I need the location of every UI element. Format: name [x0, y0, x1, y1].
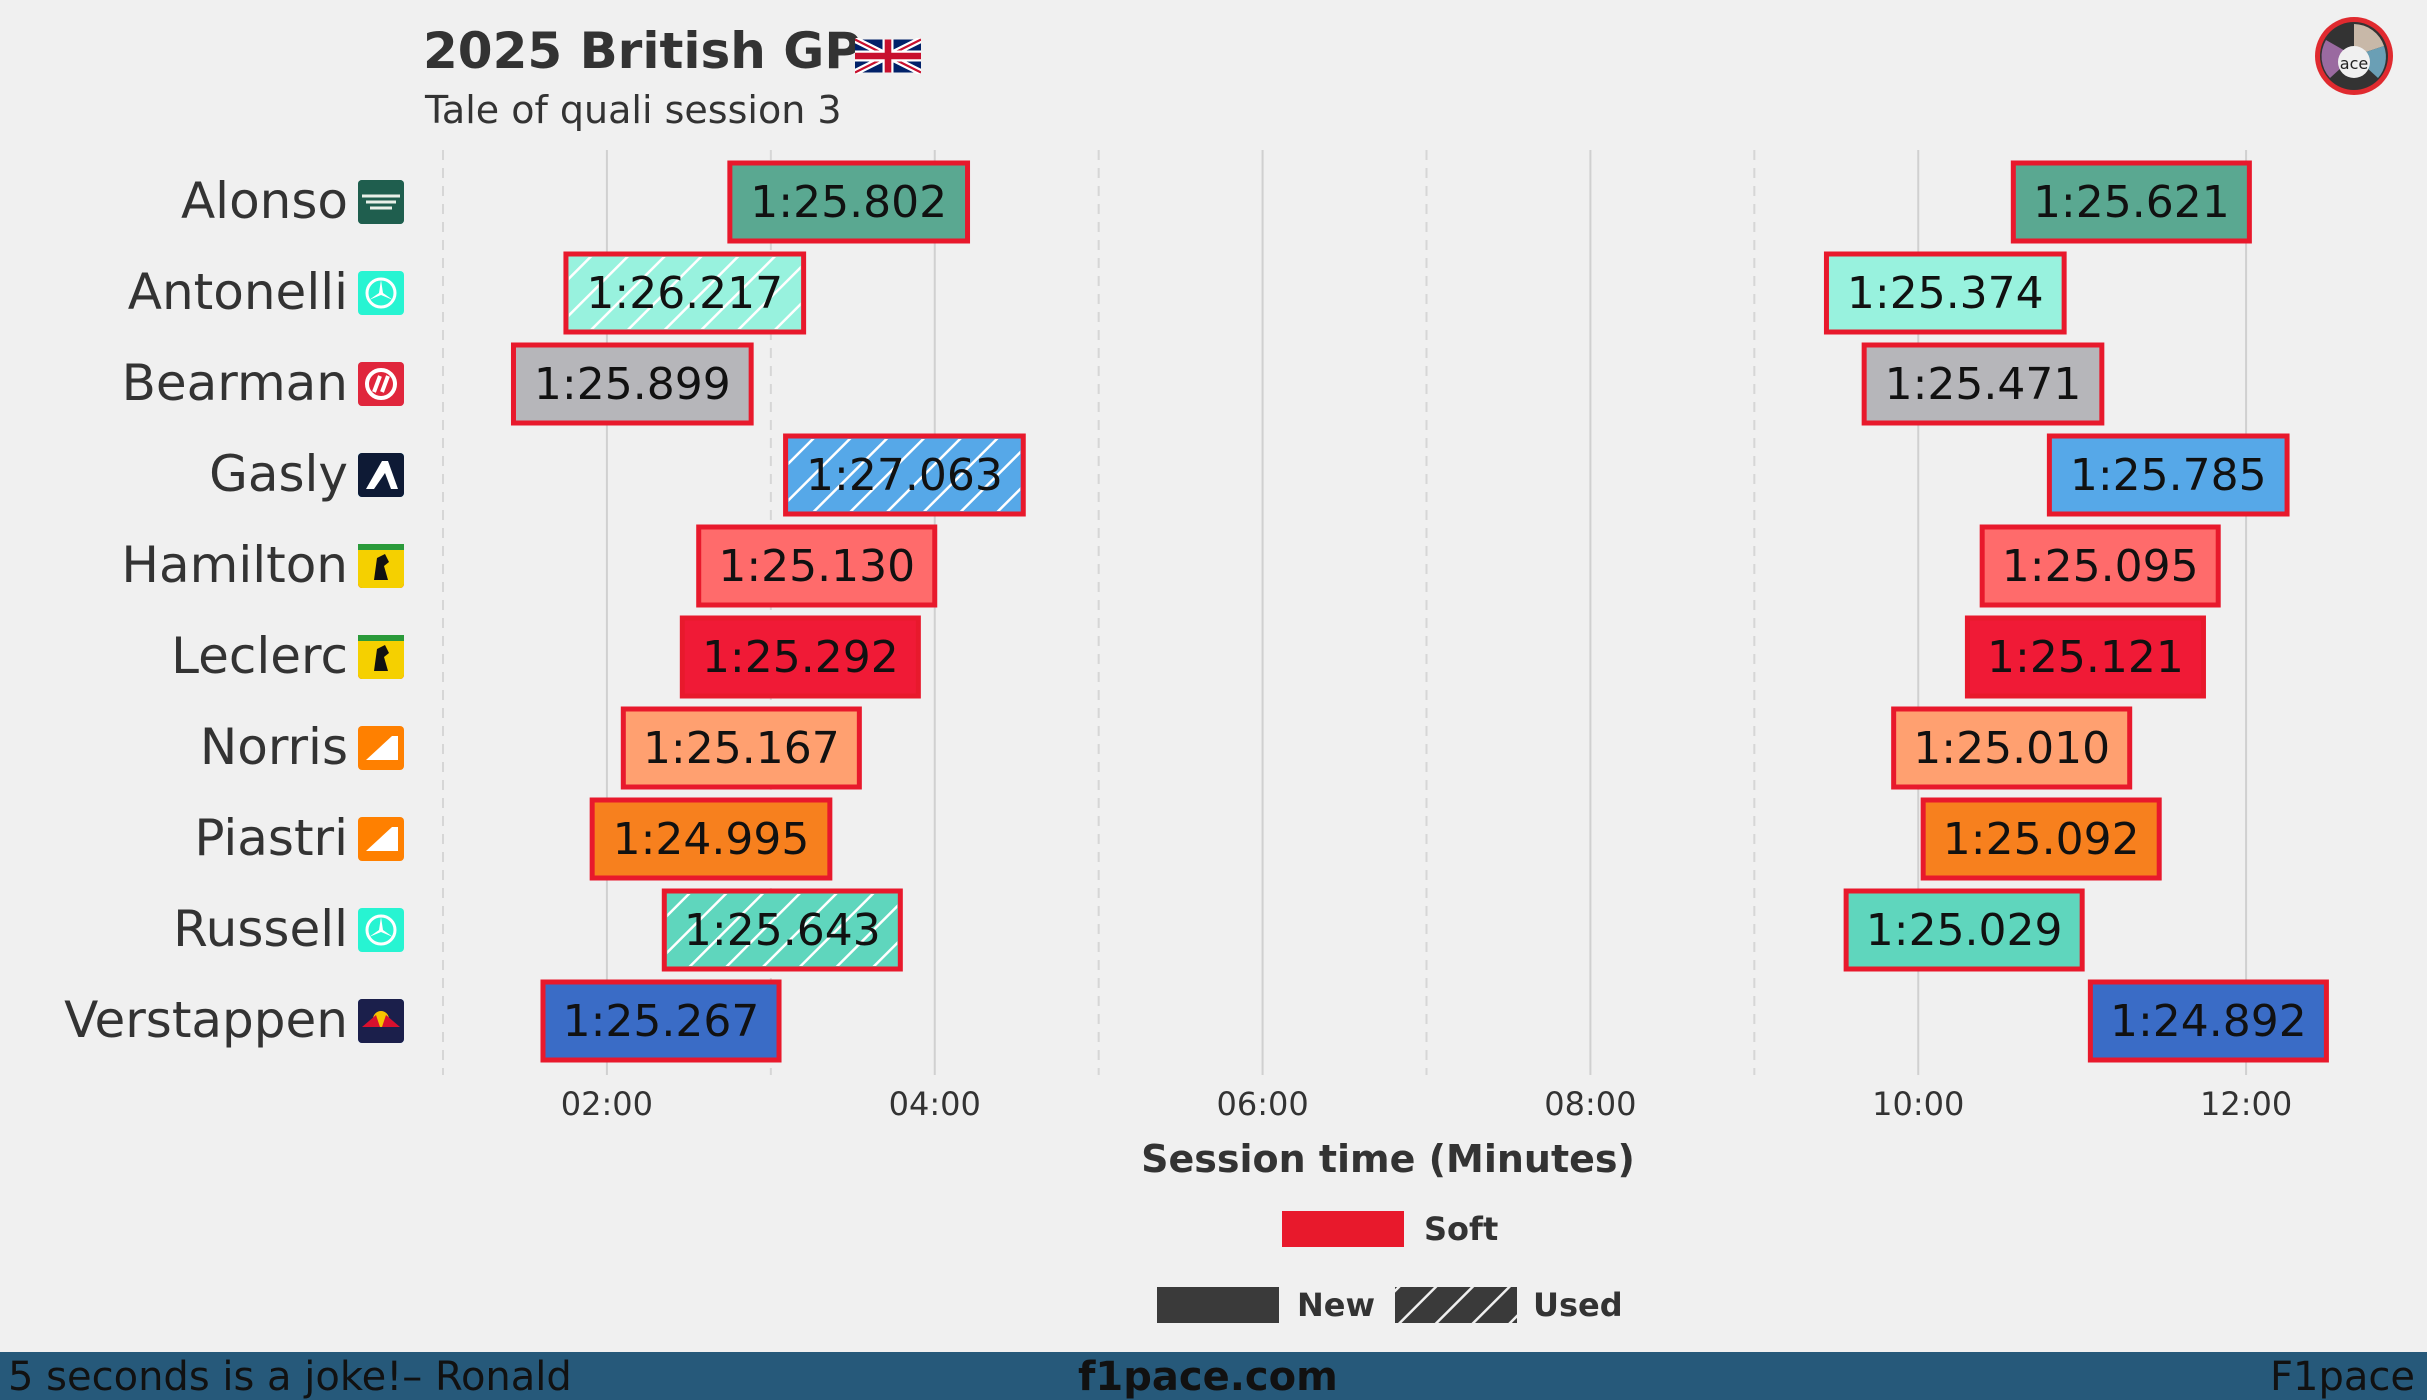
lap-bar — [1964, 615, 2206, 699]
lap-time-label: 1:24.892 — [2110, 996, 2307, 1047]
lap-time-label: 1:25.121 — [1987, 632, 2184, 683]
lap-bar — [2046, 433, 2290, 517]
lap-bar — [2010, 160, 2252, 244]
lap-time-label: 1:25.292 — [702, 632, 899, 683]
lap-bar — [696, 524, 938, 608]
chart-title: 2025 British GP — [423, 22, 861, 80]
driver-name-label: Antonelli — [128, 263, 348, 321]
lap-time-label: 1:25.092 — [1943, 814, 2140, 865]
driver-name-label: Leclerc — [171, 627, 348, 685]
lap-time-label: 1:25.643 — [684, 905, 881, 956]
driver-name-label: Bearman — [122, 354, 348, 412]
lap-bar — [727, 160, 971, 244]
lap-time-label: 1:25.802 — [750, 177, 947, 228]
mercedes-team-icon — [358, 908, 404, 952]
x-tick-label: 10:00 — [1872, 1085, 1964, 1123]
lap-time-label: 1:27.063 — [806, 450, 1003, 501]
driver-name-label: Verstappen — [64, 991, 348, 1049]
mclaren-team-icon — [358, 726, 404, 770]
x-axis: 02:00 04:00 06:00 08:00 10:00 12:00 Session ti… — [561, 1085, 2292, 1181]
lap-time-label: 1:25.899 — [534, 359, 731, 410]
lap-bar — [2087, 979, 2329, 1063]
lap-time-label: 1:25.374 — [1847, 268, 2044, 319]
x-tick-label: 04:00 — [889, 1085, 981, 1123]
lap-time-label: 1:25.167 — [643, 723, 840, 774]
lap-time-label: 1:25.621 — [2033, 177, 2230, 228]
legend-soft-label: Soft — [1424, 1210, 1498, 1248]
lap-bar-hatch — [667, 894, 898, 966]
x-tick-label: 12:00 — [2200, 1085, 2292, 1123]
legend-new-label: New — [1297, 1286, 1375, 1324]
aston-martin-team-icon — [358, 180, 404, 224]
lap-time-label: 1:24.995 — [613, 814, 810, 865]
legend-soft-swatch — [1282, 1211, 1404, 1247]
driver-name-label: Alonso — [181, 172, 348, 230]
driver-name-label: Piastri — [194, 809, 348, 867]
lap-bar — [620, 706, 862, 790]
footer-site: f1pace.com — [1078, 1354, 1338, 1400]
lap-bar — [510, 342, 754, 426]
ferrari-team-icon — [358, 635, 404, 679]
lap-time-label: 1:25.010 — [1913, 723, 2110, 774]
lap-bar — [1891, 706, 2133, 790]
ferrari-team-icon — [358, 544, 404, 588]
lap-bar-hatch — [568, 257, 801, 329]
lap-bar — [679, 615, 921, 699]
pace-logo-icon: ace — [2315, 17, 2393, 95]
mercedes-team-icon — [358, 271, 404, 315]
driver-labels: Alonso Antonelli Bearman Gasly Hamilton Lecle… — [64, 172, 404, 1049]
bars: 1:25.802 1:25.621 1:26.217 1:25.374 1:25.899… — [510, 160, 2329, 1063]
lap-time-label: 1:25.785 — [2070, 450, 2267, 501]
footer-brand: F1pace — [2270, 1354, 2415, 1400]
x-axis-label: Session time (Minutes) — [1141, 1137, 1635, 1181]
lap-time-label: 1:25.029 — [1866, 905, 2063, 956]
lap-bar — [1920, 797, 2162, 881]
footer-quote: 5 seconds is a joke!– Ronald — [8, 1354, 572, 1400]
lap-bar — [1979, 524, 2221, 608]
driver-name-label: Hamilton — [121, 536, 348, 594]
lap-time-label: 1:25.095 — [2002, 541, 2199, 592]
lap-time-label: 1:25.130 — [718, 541, 915, 592]
lap-bar — [1843, 888, 2085, 972]
driver-name-label: Russell — [173, 900, 348, 958]
red-bull-team-icon — [358, 999, 404, 1043]
legend-new-swatch — [1157, 1287, 1279, 1323]
lap-bar-hatch — [788, 439, 1021, 511]
footer-bar: 5 seconds is a joke!– Ronald f1pace.com … — [0, 1352, 2427, 1400]
alpine-team-icon — [358, 453, 404, 497]
x-tick-label: 02:00 — [561, 1085, 653, 1123]
haas-team-icon — [358, 362, 404, 406]
legend-used-hatch — [1395, 1287, 1517, 1323]
lap-bar — [540, 979, 782, 1063]
driver-name-label: Norris — [200, 718, 348, 776]
lap-bar — [1823, 251, 2067, 335]
lap-bar — [1861, 342, 2105, 426]
x-tick-label: 06:00 — [1216, 1085, 1308, 1123]
lap-bar — [589, 797, 833, 881]
x-tick-label: 08:00 — [1544, 1085, 1636, 1123]
lap-time-label: 1:25.471 — [1885, 359, 2082, 410]
lap-time-label: 1:26.217 — [586, 268, 783, 319]
legend-used-label: Used — [1533, 1286, 1623, 1324]
chart-subtitle: Tale of quali session 3 — [425, 88, 842, 132]
lap-time-label: 1:25.267 — [563, 996, 760, 1047]
driver-name-label: Gasly — [209, 445, 348, 503]
svg-text:ace: ace — [2340, 54, 2368, 73]
uk-flag-icon — [855, 38, 921, 74]
mclaren-team-icon — [358, 817, 404, 861]
legend: Soft New Used — [1157, 1210, 1623, 1324]
